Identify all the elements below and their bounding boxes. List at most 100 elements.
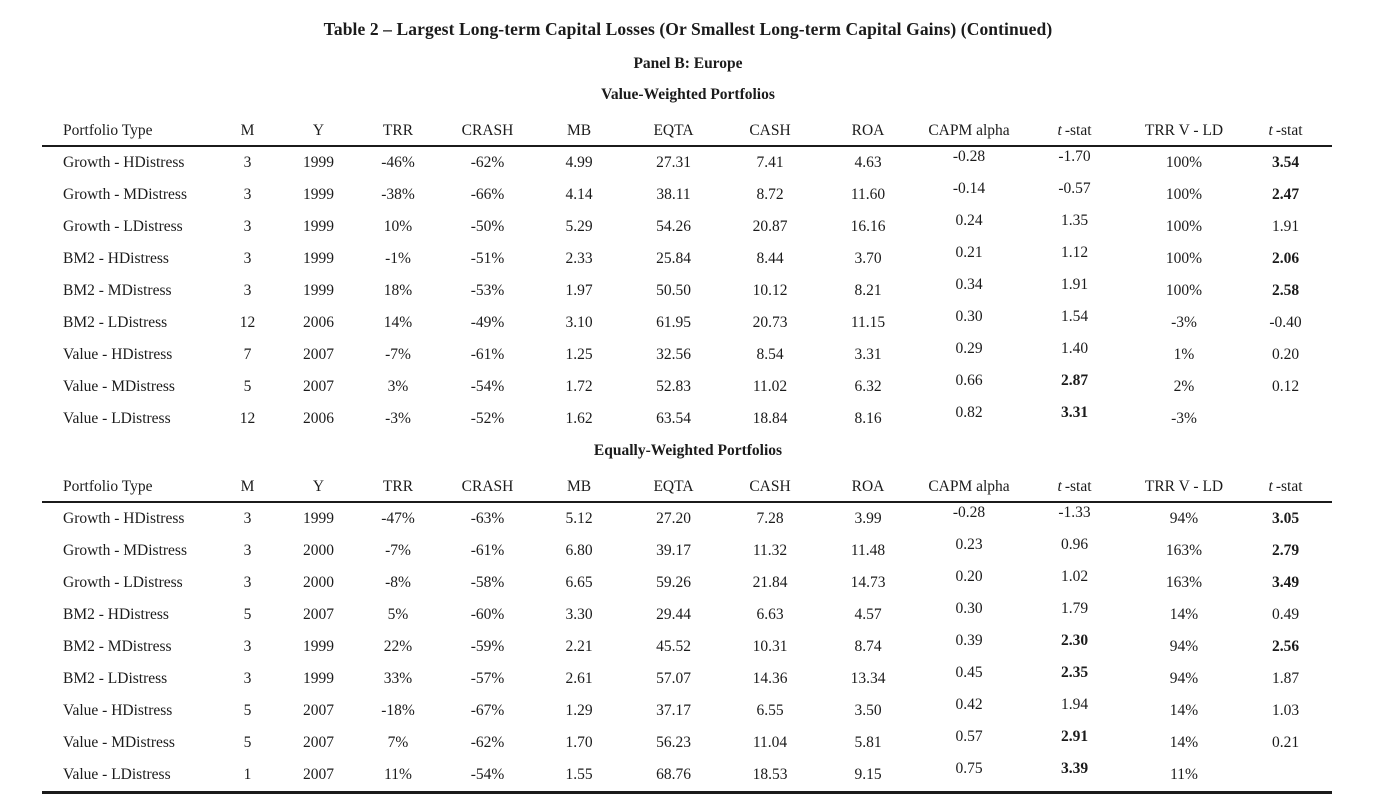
column-header-t-stat-2: t -stat xyxy=(1239,467,1332,503)
column-header-trr-v-ld: TRR V - LD xyxy=(1129,467,1239,503)
cell-t-stat: 1.02 xyxy=(1020,567,1129,599)
cell-y: 2006 xyxy=(283,403,354,435)
cell-m: 3 xyxy=(212,631,283,663)
cell-t-stat-2: 1.87 xyxy=(1239,663,1332,695)
cell-value: 3.70 xyxy=(854,250,882,267)
cell-roa: 4.57 xyxy=(818,599,918,631)
cell-value: 3 xyxy=(243,186,252,203)
cell-value: 3 xyxy=(243,250,252,267)
cell-mb: 5.12 xyxy=(533,502,625,535)
cell-trr: -18% xyxy=(354,695,442,727)
cell-value: 1.72 xyxy=(565,378,593,395)
table-title: Table 2 – Largest Long-term Capital Loss… xyxy=(323,19,1053,39)
cell-trr: 7% xyxy=(354,727,442,759)
cell-value: Growth - HDistress xyxy=(63,154,185,171)
cell-value: 10% xyxy=(383,218,413,235)
cell-value: -0.57 xyxy=(1058,180,1091,197)
cell-mb: 4.14 xyxy=(533,179,625,211)
cell-mb: 2.33 xyxy=(533,243,625,275)
column-header-capm-alpha: CAPM alpha xyxy=(918,467,1020,503)
cell-t-stat: 2.30 xyxy=(1020,631,1129,663)
cell-mb: 6.80 xyxy=(533,535,625,567)
column-header-portfolio-type: Portfolio Type xyxy=(42,467,212,503)
cell-value: 1.62 xyxy=(565,410,593,427)
cell-value: 5% xyxy=(387,606,409,623)
cell-value: 54.26 xyxy=(656,218,691,235)
cell-value: 1999 xyxy=(303,510,334,527)
cell-trr-v-ld: 100% xyxy=(1129,275,1239,307)
cell-mb: 1.72 xyxy=(533,371,625,403)
cell-value: 6.55 xyxy=(756,702,784,719)
cell-value: 1999 xyxy=(303,186,334,203)
cell-roa: 13.34 xyxy=(818,663,918,695)
cell-value: 3 xyxy=(243,510,252,527)
column-header-t-stat: t -stat xyxy=(1020,111,1129,147)
cell-value: -67% xyxy=(470,702,505,719)
cell-mb: 1.62 xyxy=(533,403,625,435)
cell-capm-alpha: 0.42 xyxy=(918,695,1020,727)
cell-cash: 14.36 xyxy=(722,663,818,695)
cell-value: 59.26 xyxy=(656,574,691,591)
cell-eqta: 57.07 xyxy=(625,663,722,695)
table-row: BM2 - LDistress 12 2006 14% -49% 3.10 61.95 20.… xyxy=(42,307,1332,339)
cell-trr: -47% xyxy=(354,502,442,535)
cell-trr-v-ld: 100% xyxy=(1129,146,1239,179)
cell-t-stat: 1.54 xyxy=(1020,307,1129,339)
cell-m: 7 xyxy=(212,339,283,371)
cell-m: 3 xyxy=(212,567,283,599)
cell-value: -62% xyxy=(470,734,505,751)
cell-value: 1.94 xyxy=(1060,696,1089,713)
equally-weighted-table: Portfolio Type M Y TRR CRASH MB EQTA CASH ROA CAP… xyxy=(42,467,1332,794)
table-row: Growth - LDistress 3 1999 10% -50% 5.29 54.26 2… xyxy=(42,211,1332,243)
cell-capm-alpha: 0.34 xyxy=(918,275,1020,307)
cell-value: 0.66 xyxy=(955,372,983,389)
cell-value: Growth - HDistress xyxy=(63,510,185,527)
cell-eqta: 38.11 xyxy=(625,179,722,211)
cell-m: 3 xyxy=(212,502,283,535)
cell-crash: -59% xyxy=(442,631,533,663)
cell-value: 0.42 xyxy=(955,696,983,713)
column-header-eqta: EQTA xyxy=(625,467,722,503)
cell-value: 2.47 xyxy=(1271,186,1300,203)
cell-t-stat-2: 0.20 xyxy=(1239,339,1332,371)
cell-mb: 2.61 xyxy=(533,663,625,695)
cell-value: 2.30 xyxy=(1060,632,1089,649)
cell-crash: -66% xyxy=(442,179,533,211)
cell-value: -54% xyxy=(470,766,505,783)
cell-t-stat-2: 1.03 xyxy=(1239,695,1332,727)
cell-value: -57% xyxy=(470,670,505,687)
cell-capm-alpha: 0.20 xyxy=(918,567,1020,599)
cell-portfolio-type: BM2 - HDistress xyxy=(42,599,212,631)
cell-eqta: 50.50 xyxy=(625,275,722,307)
cell-cash: 7.28 xyxy=(722,502,818,535)
cell-y: 2007 xyxy=(283,695,354,727)
cell-value: 11.04 xyxy=(752,734,788,751)
cell-value: 11.15 xyxy=(850,314,886,331)
cell-trr: 18% xyxy=(354,275,442,307)
cell-t-stat: -1.70 xyxy=(1020,146,1129,179)
cell-trr: -3% xyxy=(354,403,442,435)
table-row: Value - HDistress 7 2007 -7% -61% 1.25 32.56 8.… xyxy=(42,339,1332,371)
cell-value: 1.25 xyxy=(565,346,593,363)
cell-t-stat-2: 3.54 xyxy=(1239,146,1332,179)
cell-value: 14.36 xyxy=(752,670,788,687)
cell-y: 2007 xyxy=(283,759,354,793)
cell-portfolio-type: Growth - HDistress xyxy=(42,502,212,535)
cell-y: 2007 xyxy=(283,599,354,631)
cell-t-stat-2: 2.47 xyxy=(1239,179,1332,211)
cell-trr-v-ld: 11% xyxy=(1129,759,1239,793)
cell-t-stat: 1.91 xyxy=(1020,275,1129,307)
cell-t-stat-2: 3.05 xyxy=(1239,502,1332,535)
cell-eqta: 68.76 xyxy=(625,759,722,793)
table-row: Value - MDistress 5 2007 3% -54% 1.72 52.83 11.… xyxy=(42,371,1332,403)
cell-value: 3.39 xyxy=(1060,760,1089,777)
cell-crash: -61% xyxy=(442,535,533,567)
column-header-t-stat-2: t -stat xyxy=(1239,111,1332,147)
cell-value: 11% xyxy=(1170,766,1198,783)
cell-roa: 5.81 xyxy=(818,727,918,759)
cell-value: 2007 xyxy=(303,734,334,751)
cell-value: 45.52 xyxy=(656,638,691,655)
cell-value: 2.21 xyxy=(565,638,593,655)
cell-trr-v-ld: 163% xyxy=(1129,535,1239,567)
cell-value: Value - MDistress xyxy=(63,378,175,395)
